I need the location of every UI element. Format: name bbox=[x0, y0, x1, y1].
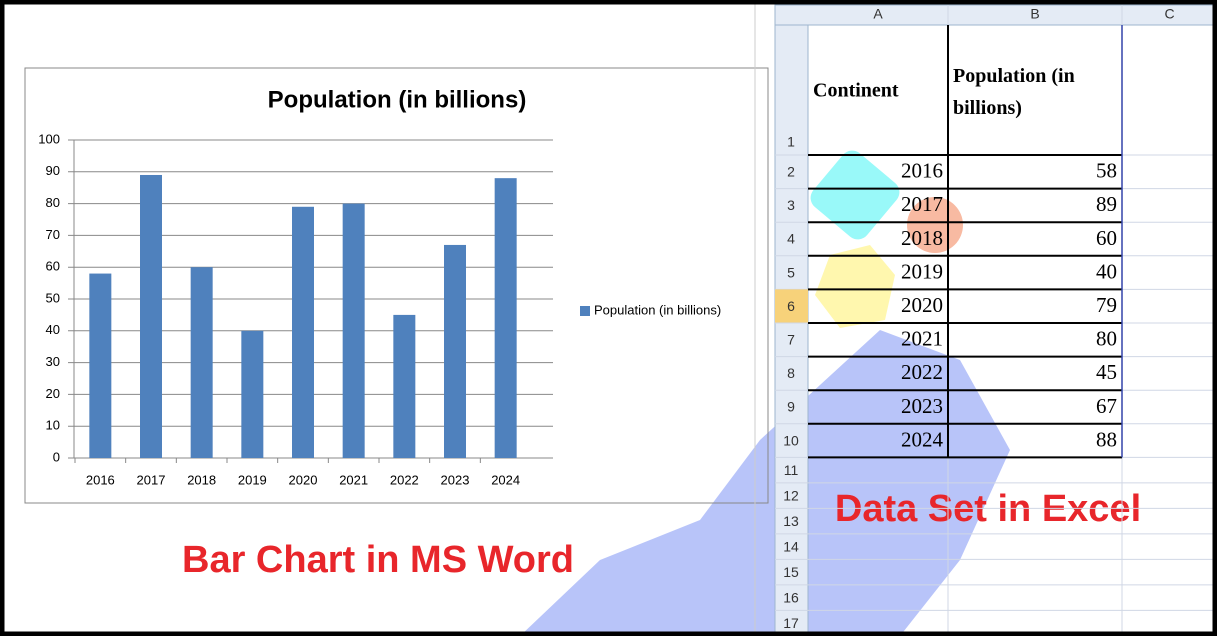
row-header: 15 bbox=[783, 564, 799, 580]
cell-text: 2017 bbox=[901, 192, 943, 216]
y-tick-label: 50 bbox=[46, 290, 60, 305]
y-tick-label: 20 bbox=[46, 386, 60, 401]
page: Population (in billions) Bar Chart in MS… bbox=[0, 0, 1217, 636]
column-header: B bbox=[1030, 6, 1039, 22]
cell-text: 80 bbox=[1096, 327, 1117, 351]
cell-text: Continent bbox=[813, 80, 899, 102]
y-tick-label: 40 bbox=[46, 322, 60, 337]
x-tick-label: 2022 bbox=[390, 472, 419, 487]
row-header: 13 bbox=[783, 513, 799, 529]
row-header: 17 bbox=[783, 615, 799, 631]
x-tick-label: 2020 bbox=[289, 472, 318, 487]
cell-text: 60 bbox=[1096, 226, 1117, 250]
bar bbox=[495, 178, 517, 458]
caption: Bar Chart in MS Word bbox=[182, 539, 574, 581]
chart-title: Population (in billions) bbox=[268, 86, 527, 113]
y-tick-label: 100 bbox=[38, 131, 60, 146]
bar bbox=[140, 175, 162, 458]
cell-text: 2021 bbox=[901, 327, 943, 351]
y-tick-label: 10 bbox=[46, 418, 60, 433]
x-tick-label: 2024 bbox=[491, 472, 520, 487]
row-header: 6 bbox=[787, 298, 795, 314]
cell-text: 67 bbox=[1096, 394, 1117, 418]
cell-text: 2023 bbox=[901, 394, 943, 418]
bar bbox=[292, 207, 314, 458]
row-header: 1 bbox=[787, 134, 795, 150]
x-tick-label: 2023 bbox=[441, 472, 470, 487]
bar bbox=[343, 204, 365, 458]
x-tick-label: 2021 bbox=[339, 472, 368, 487]
cell-text: 58 bbox=[1096, 159, 1117, 183]
cell-text: Population (in billions) bbox=[953, 60, 1118, 124]
row-header: 2 bbox=[787, 164, 795, 180]
row-header: 10 bbox=[783, 432, 799, 448]
legend-label: Population (in billions) bbox=[594, 302, 721, 317]
cell-text: 2024 bbox=[901, 427, 944, 451]
cell-text: 89 bbox=[1096, 192, 1117, 216]
row-header: 12 bbox=[783, 487, 799, 503]
row-header: 14 bbox=[783, 538, 799, 554]
y-tick-label: 80 bbox=[46, 195, 60, 210]
y-tick-label: 0 bbox=[53, 449, 60, 464]
x-tick-label: 2018 bbox=[187, 472, 216, 487]
bar bbox=[444, 245, 466, 458]
column-header: A bbox=[873, 6, 883, 22]
y-tick-label: 60 bbox=[46, 259, 60, 274]
bar bbox=[241, 331, 263, 458]
bar bbox=[89, 274, 111, 458]
x-tick-label: 2016 bbox=[86, 472, 115, 487]
row-header: 5 bbox=[787, 264, 795, 280]
caption: Data Set in Excel bbox=[835, 488, 1141, 530]
cell-text: 79 bbox=[1096, 293, 1117, 317]
y-tick-label: 70 bbox=[46, 227, 60, 242]
row-header: 9 bbox=[787, 399, 795, 415]
row-header: 11 bbox=[784, 462, 799, 478]
bar bbox=[393, 315, 415, 458]
bar bbox=[191, 267, 213, 458]
x-tick-label: 2017 bbox=[137, 472, 166, 487]
cell-text: 2022 bbox=[901, 360, 943, 384]
row-header: 3 bbox=[787, 197, 795, 213]
cell-text: 40 bbox=[1096, 259, 1117, 283]
cell-text: 2019 bbox=[901, 259, 943, 283]
cell-text: 45 bbox=[1096, 360, 1117, 384]
cell-text: 2018 bbox=[901, 226, 943, 250]
cell-text: 2016 bbox=[901, 159, 943, 183]
row-header: 7 bbox=[787, 332, 795, 348]
x-tick-label: 2019 bbox=[238, 472, 267, 487]
y-tick-label: 90 bbox=[46, 163, 60, 178]
row-header: 16 bbox=[783, 589, 799, 605]
y-tick-label: 30 bbox=[46, 354, 60, 369]
legend-swatch bbox=[580, 306, 590, 316]
cell-text: 2020 bbox=[901, 293, 943, 317]
row-header: 4 bbox=[787, 231, 795, 247]
column-header-bar bbox=[775, 5, 1217, 25]
row-header: 8 bbox=[787, 365, 795, 381]
column-header: C bbox=[1164, 6, 1174, 22]
cell-text: 88 bbox=[1096, 427, 1117, 451]
